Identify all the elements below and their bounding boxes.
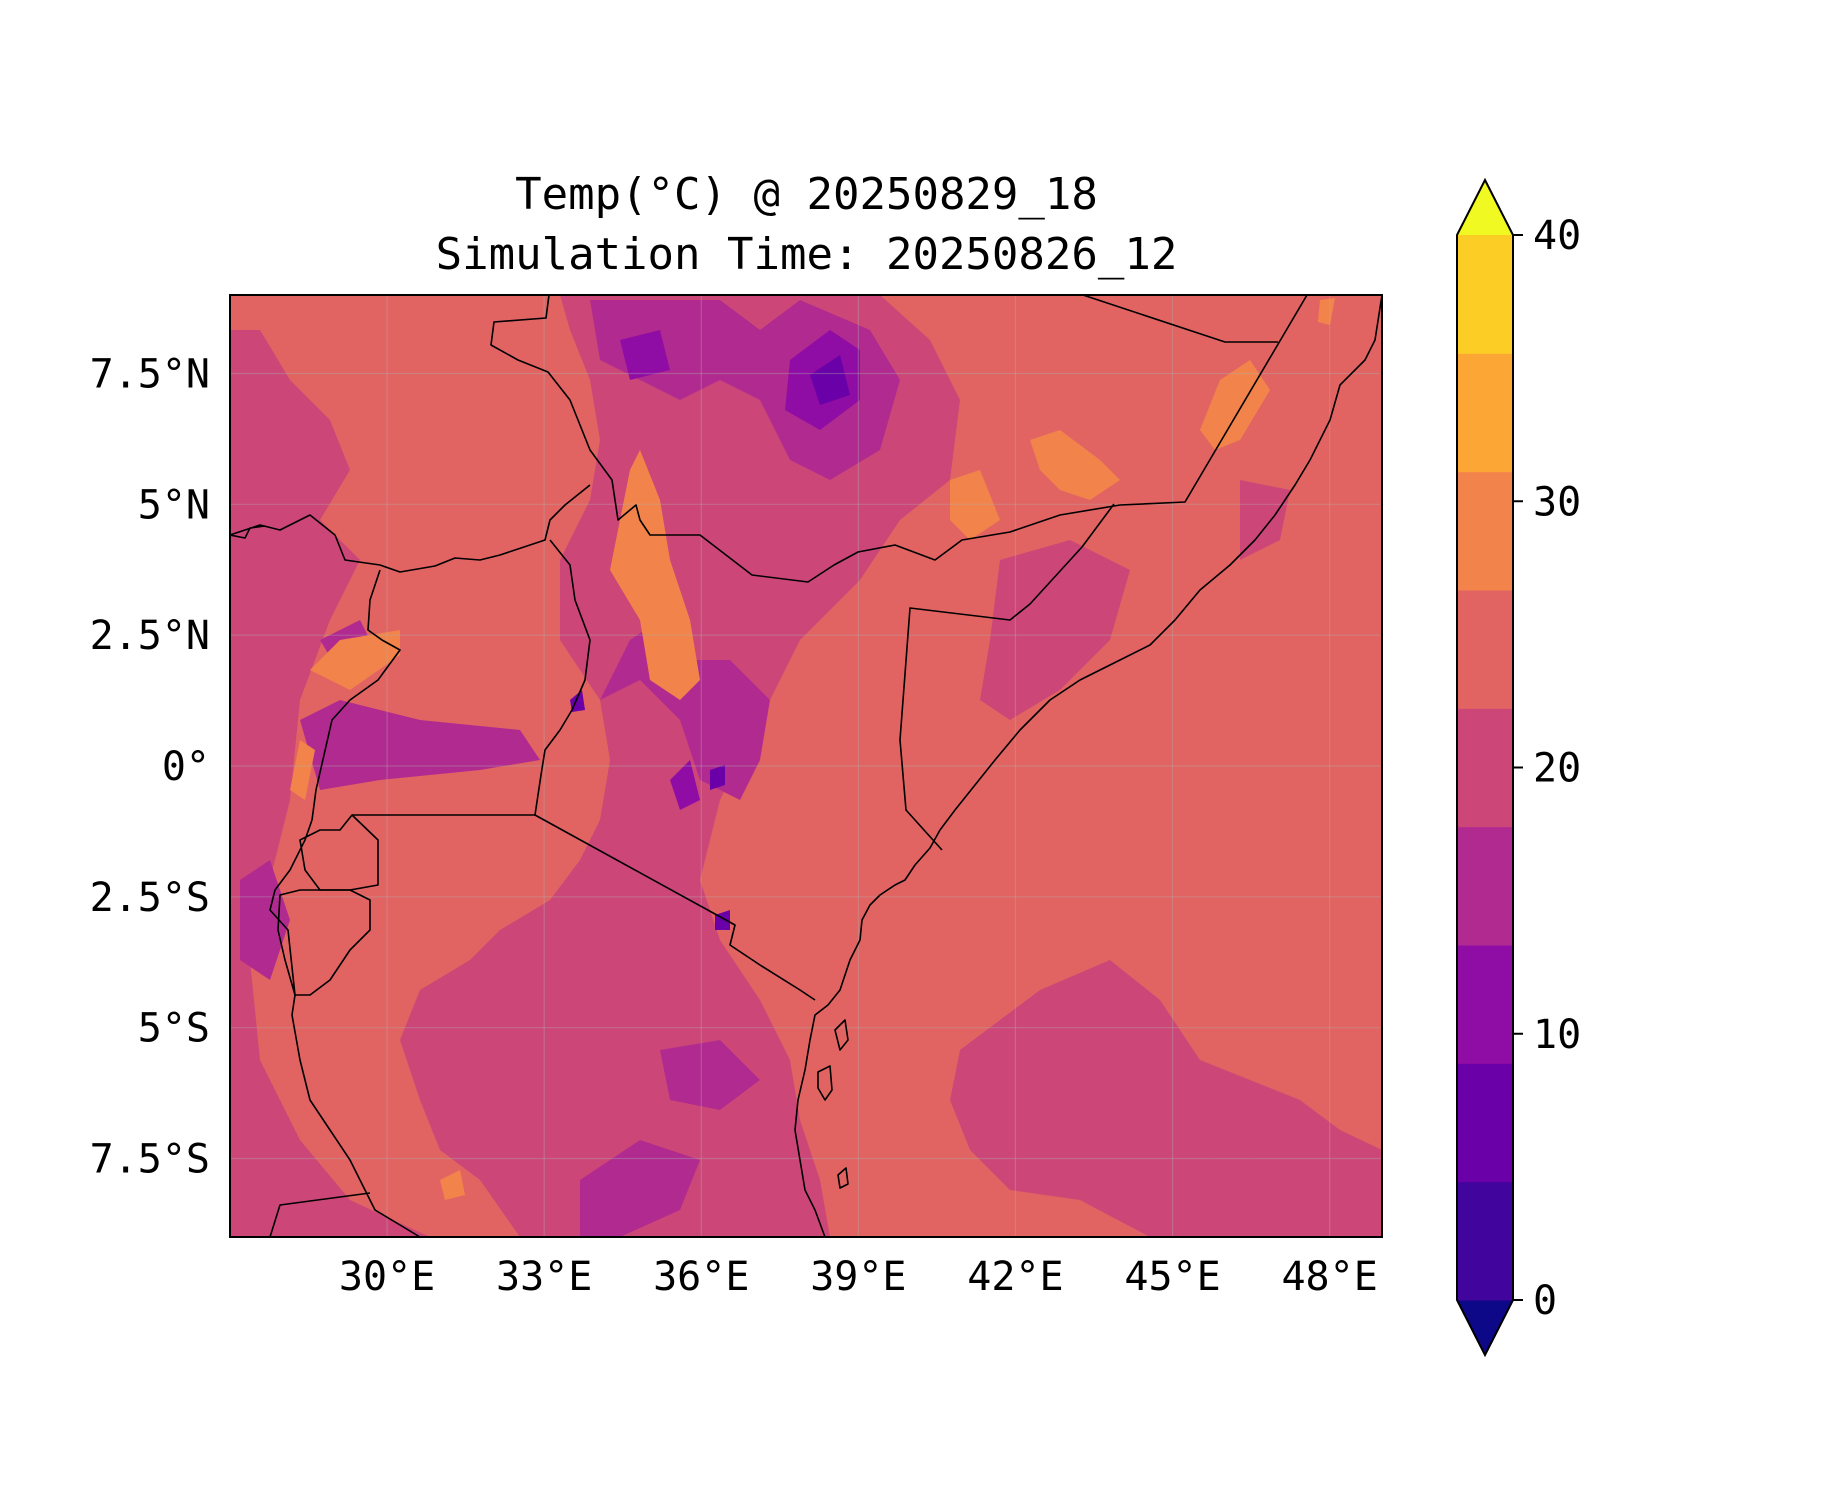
y-tick-label: 7.5°S (90, 1137, 210, 1183)
colorbar-bin (1457, 826, 1513, 946)
x-tick-label: 36°E (653, 1254, 749, 1300)
country-borders (230, 295, 1382, 1237)
field-zone (1180, 1150, 1280, 1210)
colorbar-tick-label: 10 (1533, 1012, 1581, 1058)
field-zone (710, 765, 725, 790)
field-zone (240, 860, 290, 980)
colorbar-extend-max (1457, 180, 1513, 235)
field-zone (980, 540, 1130, 720)
field-zone (230, 330, 430, 1237)
y-tick-label: 2.5°N (90, 613, 210, 659)
y-tick-label: 5°S (138, 1006, 210, 1052)
field-zone (810, 355, 850, 405)
colorbar-bin (1457, 1181, 1513, 1301)
x-tick-label: 39°E (810, 1254, 906, 1300)
colorbar-tick-label: 20 (1533, 746, 1581, 792)
colorbar-bin (1457, 235, 1513, 354)
colorbar-bin (1457, 353, 1513, 473)
title-line-1: Temp(°C) @ 20250829_18 (515, 169, 1098, 220)
field-zone (1240, 480, 1290, 560)
y-tick-label: 7.5°N (90, 352, 210, 398)
y-tick-label: 5°N (138, 482, 210, 528)
field-zone (1318, 298, 1335, 325)
colorbar-bin (1457, 471, 1513, 591)
field-zone (300, 700, 540, 790)
field-zone (1030, 430, 1120, 500)
y-axis-ticks: 7.5°N 5°N 2.5°N 0° 2.5°S 5°S 7.5°S (90, 352, 210, 1183)
colorbar: 0 10 20 30 40 (1456, 177, 1581, 1358)
field-zone (1200, 360, 1270, 450)
colorbar-tick-label: 40 (1533, 213, 1581, 259)
x-tick-label: 45°E (1124, 1254, 1220, 1300)
colorbar-bin (1457, 1063, 1513, 1183)
field-zone (660, 1040, 760, 1110)
colorbar-bin (1457, 590, 1513, 709)
field-zone (600, 620, 770, 800)
map-frame (229, 294, 1383, 1238)
field-zone (400, 295, 960, 1237)
colorbar-tick-label: 30 (1533, 479, 1581, 525)
field-zone (1150, 1060, 1200, 1120)
field-zone (670, 760, 700, 810)
field-zone (440, 1170, 465, 1200)
y-tick-label: 2.5°S (90, 875, 210, 921)
field-zone (310, 630, 400, 690)
field-zone (580, 1140, 700, 1237)
colorbar-bin (1457, 945, 1513, 1064)
field-zone (610, 450, 700, 700)
field-zone (620, 330, 670, 380)
x-tick-label: 33°E (496, 1254, 592, 1300)
gridlines (230, 295, 1382, 1237)
colorbar-tick-label: 0 (1533, 1278, 1557, 1324)
colorbar-bin (1457, 708, 1513, 828)
x-axis-ticks: 30°E 33°E 36°E 39°E 42°E 45°E 48°E (339, 1254, 1378, 1300)
x-tick-label: 48°E (1281, 1254, 1377, 1300)
title-line-2: Simulation Time: 20250826_12 (435, 229, 1178, 280)
map-title: Temp(°C) @ 20250829_18 Simulation Time: … (230, 165, 1383, 285)
field-zone (715, 910, 730, 930)
y-tick-label: 0° (162, 744, 210, 790)
x-tick-label: 42°E (967, 1254, 1063, 1300)
x-tick-label: 30°E (339, 1254, 435, 1300)
field-zone (950, 470, 1000, 540)
colorbar-extend-min (1457, 1300, 1513, 1355)
field-zone (290, 740, 315, 800)
temperature-map (230, 295, 1382, 1237)
